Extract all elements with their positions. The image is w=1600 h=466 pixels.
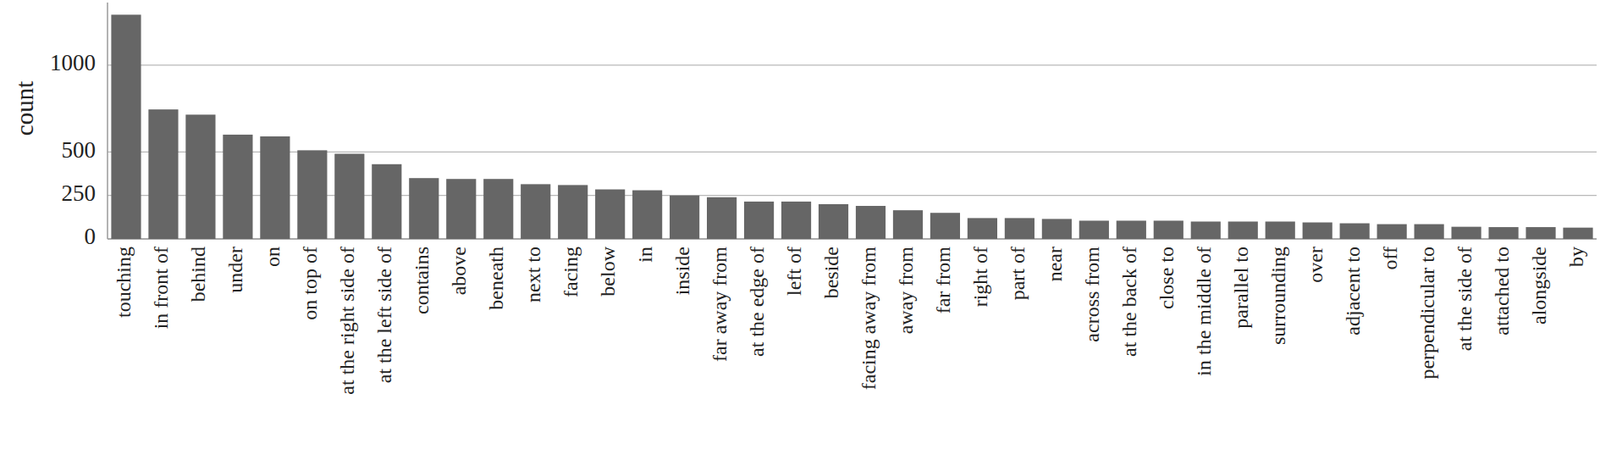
bar [446,178,476,239]
grid-line [107,237,1597,239]
x-tick-label: facing away from [857,246,880,391]
bar [1414,224,1445,239]
x-tick-label: beneath [485,246,508,310]
bar [1302,222,1333,239]
bar [1562,227,1593,239]
bar [110,14,141,239]
x-tick-label: in the middle of [1192,246,1215,376]
bar [148,109,178,239]
y-tick-label: 500 [61,137,97,163]
x-tick-label: alongside [1528,246,1551,325]
bar [1377,224,1407,239]
x-tick-label: near [1043,246,1066,282]
x-tick-label: by [1565,246,1588,267]
bar [669,195,700,239]
x-tick-label: surrounding [1267,246,1290,345]
bar [1525,226,1556,239]
x-tick-label: above [447,246,470,295]
x-tick-label: on top of [298,246,321,320]
x-tick-label: attached to [1490,246,1513,336]
bar [1228,220,1258,239]
bar [632,190,663,239]
y-tick-label: 250 [61,180,97,206]
y-axis-label: count [11,81,39,136]
bar [557,184,588,239]
bar [1191,220,1221,239]
bar [334,153,365,239]
y-tick-label: 1000 [49,49,96,76]
x-tick-label: right of [969,246,992,307]
x-tick-label: parallel to [1230,246,1253,329]
grid-line [107,151,1597,153]
bar [483,178,514,239]
bar [855,205,886,239]
x-tick-label: at the left side of [373,246,396,383]
bar [1116,220,1147,239]
x-tick-label: on [261,246,284,267]
x-tick-label: behind [187,246,210,302]
x-tick-label: next to [522,246,545,303]
bar [1451,226,1481,239]
x-tick-label: at the back of [1118,246,1141,357]
x-tick-label: away from [894,246,917,335]
bar [744,201,774,239]
x-tick-label: in front of [149,246,172,329]
x-tick-label: contains [410,246,433,315]
x-tick-label: touching [112,246,135,318]
chart-root: 0 250 500 1000 count touching in front of behin… [0,0,1600,466]
y-axis-line [106,2,109,239]
bar [185,114,216,239]
bars [110,14,1593,239]
bar [408,177,439,239]
x-tick-label: beside [820,246,843,298]
x-tick-label: at the side of [1453,246,1476,351]
bar [595,189,625,239]
x-tick-label: below [596,245,619,296]
x-tick-label: in [634,246,657,263]
bar [1340,223,1370,239]
x-tick-label: part of [1006,246,1029,300]
bar [297,149,327,239]
x-axis-line [107,237,1597,240]
bar [1265,220,1296,239]
x-tick-label: perpendicular to [1416,246,1439,380]
grid-line [107,194,1597,196]
x-tick-label: across from [1081,246,1104,343]
bar [222,134,253,239]
x-tick-label: facing [559,246,582,298]
x-tick-label: inside [671,246,694,295]
x-tick-label: adjacent to [1341,246,1364,336]
bar [1153,220,1184,239]
x-tick-label: left of [783,246,806,296]
bar [967,217,998,239]
x-tick-label: over [1304,246,1327,283]
bar [893,209,923,239]
y-tick-label: 0 [84,223,97,249]
x-tick-label: at the right side of [336,246,359,395]
x-tick-label: at the edge of [745,246,768,357]
bar [1488,226,1518,239]
x-tick-label: far away from [708,246,731,362]
bar [818,204,849,239]
bar [781,201,812,239]
x-tick-label: close to [1155,246,1178,309]
bar [520,183,551,239]
grid-line [107,64,1597,66]
bar [706,197,737,239]
bar [259,136,290,239]
x-tick-label: far from [932,246,955,315]
bar [1079,220,1109,239]
bar [930,212,960,239]
x-tick-label: under [224,246,247,293]
chart: 0 250 500 1000 count touching in front of behin… [0,0,1600,466]
bar [1042,218,1072,239]
bar [371,164,402,239]
bar [1004,217,1035,239]
x-tick-label: off [1379,246,1402,271]
